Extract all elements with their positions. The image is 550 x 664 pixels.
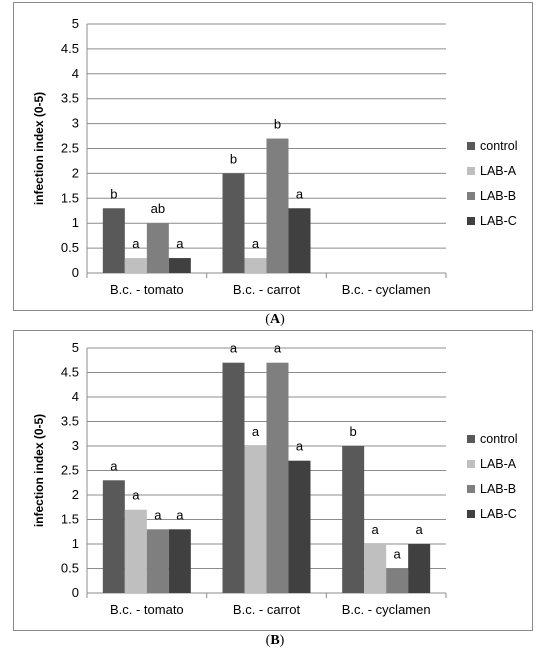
y-tick-label: 3.5 xyxy=(61,91,79,106)
legend-label-lab-a: LAB-A xyxy=(480,457,517,471)
bar-significance-label: a xyxy=(252,236,260,251)
bar-control xyxy=(102,208,125,273)
y-tick-label: 5 xyxy=(72,16,79,31)
y-tick-label: 2 xyxy=(72,487,79,502)
bar-significance-label: a xyxy=(416,522,424,537)
bar-control xyxy=(222,362,245,593)
bar-lab-b xyxy=(146,223,169,273)
bar-lab-b xyxy=(266,138,289,273)
legend-swatch-lab-c xyxy=(467,217,475,225)
y-tick-label: 3 xyxy=(72,116,79,131)
bar-lab-c xyxy=(408,544,431,593)
chart-panel-a: 0 0.5 1 1.5 2 2.5 3 3.5 4 4.5 5 infection index (0-… xyxy=(13,2,533,311)
legend-label-lab-a: LAB-A xyxy=(480,164,517,178)
panel-label-a: (A) xyxy=(265,312,285,327)
legend-swatch-control xyxy=(467,142,475,150)
x-category-label: B.c. - carrot xyxy=(233,602,301,617)
legend-swatch-lab-a xyxy=(467,460,475,468)
bar-control xyxy=(342,446,365,593)
bar-significance-label: a xyxy=(176,236,184,251)
y-tick-label: 3.5 xyxy=(61,414,79,429)
y-tick-label: 3 xyxy=(72,438,79,453)
legend-label-lab-c: LAB-C xyxy=(480,214,517,228)
y-axis-label: infection index (0-5) xyxy=(32,92,46,205)
y-tick-label: 0.5 xyxy=(61,561,79,576)
bar-lab-c xyxy=(168,258,191,273)
x-category-label: B.c. - tomato xyxy=(110,282,184,297)
y-tick-label: 1.5 xyxy=(61,512,79,527)
legend-swatch-lab-c xyxy=(467,510,475,518)
y-tick-label: 2.5 xyxy=(61,141,79,156)
bar-significance-label: a xyxy=(132,236,140,251)
y-axis-label: infection index (0-5) xyxy=(32,414,46,527)
legend-label-control: control xyxy=(480,432,518,446)
bar-significance-label: a xyxy=(110,458,118,473)
y-tick-label: 1 xyxy=(72,215,79,230)
y-tick-label: 4.5 xyxy=(61,365,79,380)
legend-label-control: control xyxy=(480,139,518,153)
bar-significance-label: a xyxy=(372,522,380,537)
bar-significance-label: b xyxy=(230,151,237,166)
bar-significance-label: b xyxy=(350,424,357,439)
y-tick-label: 2 xyxy=(72,165,79,180)
x-category-label: B.c. - cyclamen xyxy=(342,602,431,617)
y-tick-label: 0.5 xyxy=(61,240,79,255)
bar-lab-c xyxy=(168,529,191,593)
legend-swatch-lab-b xyxy=(467,192,475,200)
x-category-label: B.c. - tomato xyxy=(110,602,184,617)
bar-lab-a xyxy=(364,544,387,593)
chart-b-svg: 0 0.5 1 1.5 2 2.5 3 3.5 4 4.5 5 infection index (0-… xyxy=(32,340,518,617)
bar-lab-a xyxy=(124,258,147,273)
bar-significance-label: a xyxy=(154,507,162,522)
chart-panel-b: 0 0.5 1 1.5 2 2.5 3 3.5 4 4.5 5 infection index (0-… xyxy=(13,330,533,631)
y-tick-label: 4.5 xyxy=(61,41,79,56)
y-tick-label: 5 xyxy=(72,340,79,355)
x-category-label: B.c. - carrot xyxy=(233,282,301,297)
bar-significance-label: a xyxy=(252,424,260,439)
panel-label-b: (B) xyxy=(265,633,285,648)
bar-control xyxy=(222,173,245,273)
bar-control xyxy=(102,480,125,593)
legend-swatch-lab-a xyxy=(467,167,475,175)
bar-lab-c xyxy=(288,208,311,273)
legend-label-lab-c: LAB-C xyxy=(480,507,517,521)
bar-significance-label: a xyxy=(176,507,184,522)
bar-significance-label: a xyxy=(296,186,304,201)
bar-significance-label: b xyxy=(110,186,117,201)
bar-lab-b xyxy=(266,362,289,593)
chart-a-svg: 0 0.5 1 1.5 2 2.5 3 3.5 4 4.5 5 infection index (0-… xyxy=(32,16,518,297)
bar-lab-c xyxy=(288,460,311,593)
y-tick-label: 0 xyxy=(72,585,79,600)
bar-lab-a xyxy=(124,509,147,593)
bar-lab-a xyxy=(244,446,267,593)
y-tick-label: 2.5 xyxy=(61,463,79,478)
bar-significance-label: a xyxy=(230,341,238,356)
bar-lab-b xyxy=(386,568,409,593)
legend-swatch-control xyxy=(467,435,475,443)
y-tick-label: 4 xyxy=(72,389,79,404)
bar-significance-label: a xyxy=(132,488,140,503)
bar-lab-b xyxy=(146,529,169,593)
x-category-label: B.c. - cyclamen xyxy=(342,282,431,297)
bar-significance-label: ab xyxy=(151,201,165,216)
bar-lab-a xyxy=(244,258,267,273)
y-tick-label: 1.5 xyxy=(61,190,79,205)
bar-significance-label: a xyxy=(274,341,282,356)
legend-label-lab-b: LAB-B xyxy=(480,189,516,203)
legend-swatch-lab-b xyxy=(467,485,475,493)
y-tick-label: 0 xyxy=(72,265,79,280)
bar-significance-label: a xyxy=(394,547,402,562)
y-tick-label: 4 xyxy=(72,66,79,81)
bar-significance-label: a xyxy=(296,439,304,454)
y-tick-label: 1 xyxy=(72,536,79,551)
legend-label-lab-b: LAB-B xyxy=(480,482,516,496)
bar-significance-label: b xyxy=(274,117,281,132)
